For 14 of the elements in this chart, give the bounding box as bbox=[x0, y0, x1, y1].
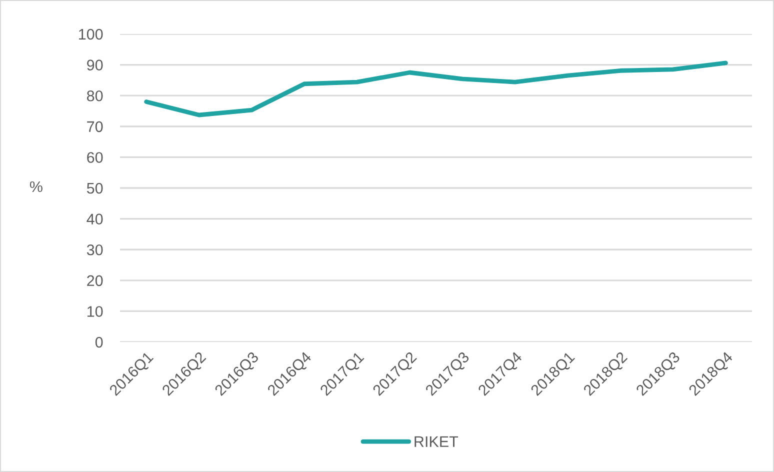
y-tick-label: 90 bbox=[87, 60, 103, 70]
y-tick-label: 0 bbox=[95, 336, 103, 348]
legend-label: RIKET bbox=[414, 436, 458, 447]
y-tick-label: 10 bbox=[88, 306, 103, 317]
y-tick-label: 80 bbox=[87, 90, 103, 102]
y-tick-label: 70 bbox=[87, 121, 103, 132]
y-tick-label: 40 bbox=[86, 214, 103, 224]
y-tick-label: 100 bbox=[79, 28, 103, 40]
y-tick-label: 30 bbox=[86, 244, 103, 256]
y-tick-label: 60 bbox=[87, 152, 103, 163]
y-tick-label: 20 bbox=[87, 275, 103, 286]
line-series bbox=[144, 60, 728, 118]
y-tick-label: 50 bbox=[86, 182, 103, 194]
y-axis-title: % bbox=[30, 181, 42, 192]
